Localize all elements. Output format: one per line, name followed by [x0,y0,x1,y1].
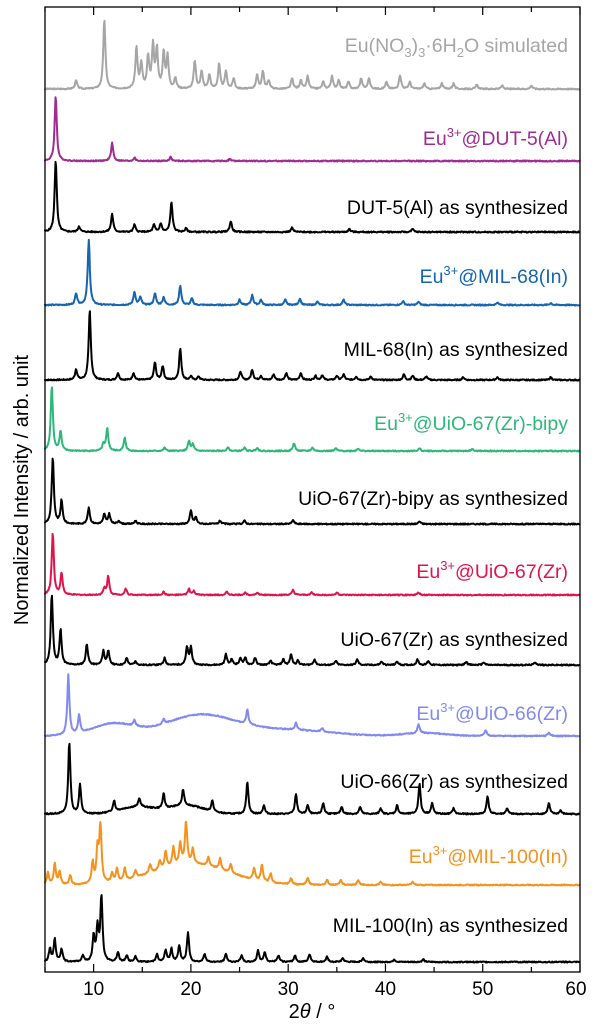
series-trace-8 [44,532,581,597]
series-label-13: MIL-100(In) as synthesized [333,915,568,937]
traces-group [44,19,581,964]
series-trace-12 [44,821,581,887]
series-trace-10 [44,673,581,738]
x-tick-label-20: 20 [180,979,201,1000]
series-labels-group: Eu(NO3)3·6H2O simulated Eu3+@DUT-5(Al) DUT… [298,35,568,937]
series-trace-2 [44,96,581,163]
series-label-5: MIL-68(In) as synthesized [344,339,568,361]
x-tick-label-30: 30 [278,979,299,1000]
series-label-6: Eu3+@UiO-67(Zr)-bipy [374,410,568,435]
x-tick-label-40: 40 [375,979,396,1000]
series-trace-13 [44,894,581,964]
series-label-11: UiO-66(Zr) as synthesized [340,771,568,793]
series-trace-6 [44,386,581,453]
series-trace-9 [44,594,581,667]
series-label-8: Eu3+@UiO-67(Zr) [416,558,568,583]
x-axis-label-suffix: / ° [311,1001,336,1023]
series-trace-5 [44,310,581,382]
series-label-2: Eu3+@DUT-5(Al) [423,125,568,150]
series-trace-4 [44,238,581,307]
x-axis-label-prefix: 2 [289,1001,300,1023]
y-axis-label: Normalized Intensity / arb. unit [11,355,33,626]
x-axis-label: 2θ / ° [289,1001,336,1023]
series-label-9: UiO-67(Zr) as synthesized [340,629,568,651]
series-trace-1 [44,19,581,91]
series-label-10: Eu3+@UiO-66(Zr) [416,700,568,725]
series-trace-7 [44,457,581,526]
x-axis-tick-labels: 10 20 30 40 50 60 [83,979,587,1000]
series-label-4: Eu3+@MIL-68(In) [420,263,568,288]
plot-frame [44,6,581,973]
x-tick-label-60: 60 [565,979,586,1000]
x-tick-label-50: 50 [472,979,493,1000]
x-axis-ticks [44,7,581,972]
x-tick-label-10: 10 [83,979,104,1000]
series-label-3: DUT-5(Al) as synthesized [347,197,568,219]
series-label-12: Eu3+@MIL-100(In) [409,843,568,868]
series-label-1: Eu(NO3)3·6H2O simulated [345,35,568,60]
series-trace-11 [44,742,581,816]
series-label-7: UiO-67(Zr)-bipy as synthesized [298,488,568,510]
x-axis-label-theta: θ [300,1001,311,1023]
series-trace-3 [44,160,581,234]
